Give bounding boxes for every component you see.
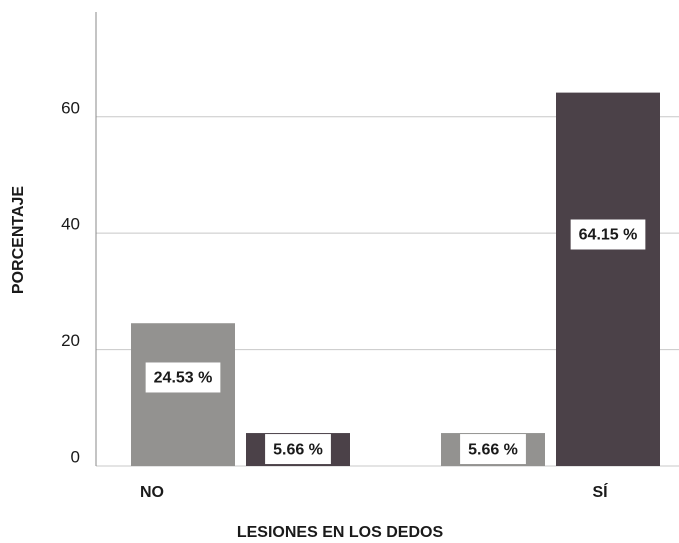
x-axis-title: LESIONES EN LOS DEDOS [237,524,444,541]
value-label: 24.53 % [145,362,221,393]
value-label-box [460,434,526,465]
y-tick-label: 0 [71,447,80,466]
x-tick-label: NO [140,484,164,501]
value-label: 64.15 % [570,219,646,250]
value-label-box [570,219,646,250]
bar [556,92,660,466]
value-label-box [265,434,331,465]
y-tick-label: 60 [61,98,80,117]
y-tick-label: 20 [61,331,80,350]
x-tick-label: SÍ [592,482,608,501]
y-tick-label: 40 [61,215,80,234]
value-label-text: 5.66 % [468,441,518,458]
bar [131,323,235,466]
value-label-box [145,362,221,393]
value-label-text: 24.53 % [154,370,213,387]
value-label: 5.66 % [460,434,526,465]
value-label-text: 5.66 % [273,441,323,458]
value-label-text: 64.15 % [579,227,638,244]
y-axis-title: PORCENTAJE [10,186,27,294]
value-label: 5.66 % [265,434,331,465]
